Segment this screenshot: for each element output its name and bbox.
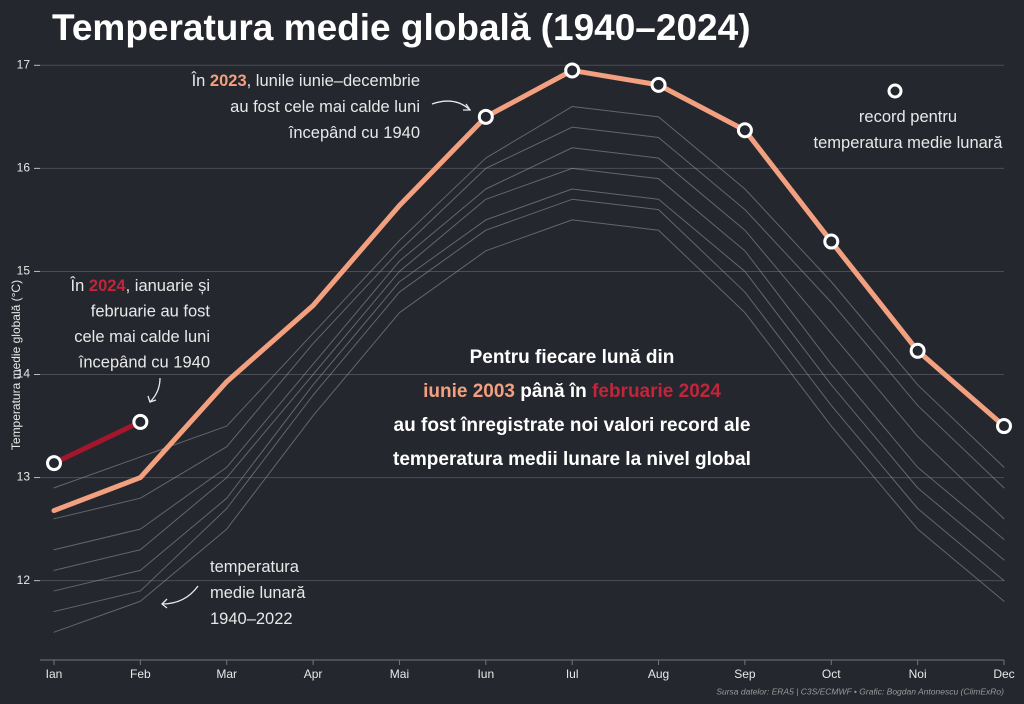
background-line <box>53 219 1005 633</box>
arrows <box>147 100 472 609</box>
annotation-line: cele mai calde luni <box>74 328 210 346</box>
y-tick-label: 12 <box>17 573 31 587</box>
record-marker <box>477 108 494 125</box>
x-tick-label: Aug <box>648 667 669 681</box>
y-tick-label: 13 <box>17 470 31 484</box>
y-tick-label: 16 <box>17 161 31 175</box>
x-tick-label: Dec <box>993 667 1014 681</box>
chart-title: Temperatura medie globală (1940–2024) <box>52 7 751 48</box>
x-tick-label: Iun <box>477 667 494 681</box>
record-marker <box>650 76 667 93</box>
annotation-text: , lunile iunie–decembrie <box>247 72 420 90</box>
annotation-line: În 2023, lunile iunie–decembrie <box>191 71 420 90</box>
x-tick-label: Mai <box>390 667 409 681</box>
y-tick-label: 14 <box>17 367 31 381</box>
annotation-text: temperatura medie lunară <box>814 134 1004 152</box>
background-line <box>53 188 1005 592</box>
series-line <box>51 67 1007 514</box>
annotation-line: 1940–2022 <box>210 610 293 628</box>
y-axis-label: Temperatura medie globală (°C) <box>9 280 23 450</box>
x-tick-label: Noi <box>909 667 927 681</box>
x-tick-label: Feb <box>130 667 151 681</box>
background-line <box>53 126 1005 520</box>
annotation-text: În <box>191 71 210 90</box>
annotation-text: februarie 2024 <box>592 381 721 402</box>
annotation-text: În <box>70 276 89 295</box>
background-line <box>53 106 1005 489</box>
record-marker <box>46 455 62 472</box>
annotation-text: până în <box>515 381 592 402</box>
annotation-text: au fost cele mai calde luni <box>230 98 420 116</box>
x-tick-label: Oct <box>822 667 841 681</box>
background-line <box>53 167 1005 571</box>
annotation-text: temperatura medii lunare la nivel global <box>393 449 751 470</box>
background-line <box>53 198 1005 613</box>
annotation-text: începând cu 1940 <box>78 354 210 372</box>
annotation-text: 1940–2022 <box>210 610 293 628</box>
source: Sursa datelor: ERA5 | C3S/ECMWF • Grafic… <box>716 686 1004 696</box>
annotation-text: februarie au fost <box>91 303 211 321</box>
annotation-text: temperatura <box>210 558 300 576</box>
annotation-text: începând cu 1940 <box>288 124 420 142</box>
annotation-line: temperatura medie lunară <box>814 134 1004 152</box>
background-line <box>53 147 1005 551</box>
annotation-line: record pentru <box>859 108 957 126</box>
annotation-line: au fost înregistrate noi valori record a… <box>394 415 751 436</box>
y-tick-label: 15 <box>17 264 31 278</box>
annotation-line: medie lunară <box>210 584 306 602</box>
arrow <box>149 377 161 403</box>
record-marker <box>823 233 840 250</box>
x-tick-label: Iul <box>566 667 579 681</box>
annotation-line: temperatura medii lunare la nivel global <box>393 449 751 470</box>
x-tick-label: Ian <box>46 667 63 681</box>
annotation-line: începând cu 1940 <box>78 354 210 372</box>
annotation-line: Pentru fiecare lună din <box>470 347 675 368</box>
arrow <box>431 100 471 111</box>
annotation-text: , ianuarie și <box>126 277 210 295</box>
x-tick-label: Mar <box>216 667 237 681</box>
arrowhead <box>161 598 168 609</box>
annotation-line: începând cu 1940 <box>288 124 420 142</box>
annotation-text: 2024 <box>89 277 127 295</box>
annotation-line: iunie 2003 până în februarie 2024 <box>423 381 721 402</box>
annotation-line: februarie au fost <box>91 303 211 321</box>
y-tick-label: 17 <box>17 57 31 71</box>
arrow <box>161 585 199 605</box>
record-marker <box>909 342 926 359</box>
annotation-text: au fost înregistrate noi valori record a… <box>394 415 751 436</box>
annotation-line: În 2024, ianuarie și <box>70 276 210 295</box>
record-marker <box>736 122 753 139</box>
annotation-text: record pentru <box>859 108 957 126</box>
arrowhead <box>147 395 157 403</box>
record-marker <box>996 418 1012 435</box>
annotation-text: 2023 <box>210 72 247 90</box>
x-tick-label: Apr <box>304 667 323 681</box>
annotation-line: au fost cele mai calde luni <box>230 98 420 116</box>
x-tick-label: Sep <box>734 667 756 681</box>
record-legend-marker <box>887 83 903 99</box>
record-marker <box>564 62 581 79</box>
annotation-text: cele mai calde luni <box>74 328 210 346</box>
annotation-line: temperatura <box>210 558 300 576</box>
annotation-text: Pentru fiecare lună din <box>470 347 675 368</box>
series-line <box>51 419 143 466</box>
annotation-text: medie lunară <box>210 584 306 602</box>
record-marker <box>132 413 149 430</box>
arrowhead <box>463 103 472 111</box>
annotation-text: iunie 2003 <box>423 381 515 402</box>
